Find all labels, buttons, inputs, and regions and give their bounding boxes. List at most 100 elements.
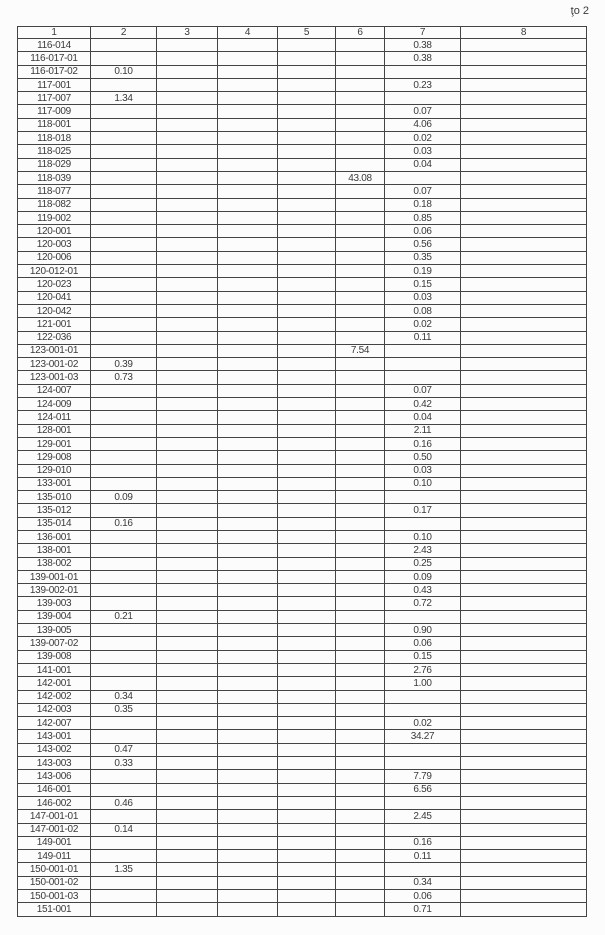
cell-col-2 [90, 649, 157, 664]
cell-col-2 [90, 782, 157, 797]
column-header-4: 4 [217, 26, 278, 39]
cell-col-8 [460, 343, 587, 359]
cell-col-2 [90, 676, 157, 691]
cell-col-4 [217, 170, 278, 186]
cell-col-1: 116-017-01 [17, 51, 91, 66]
cell-col-5 [277, 623, 336, 638]
cell-col-3 [156, 716, 218, 731]
cell-col-2 [90, 476, 157, 492]
cell-col-5 [277, 729, 336, 744]
cell-col-3 [156, 649, 218, 664]
cell-col-8 [460, 91, 587, 106]
cell-col-6 [335, 516, 385, 531]
table-row: 116-014 0.38 [17, 37, 587, 53]
cell-col-4 [217, 397, 278, 412]
cell-col-4 [217, 556, 278, 571]
cell-col-5 [277, 902, 336, 917]
cell-col-7 [384, 862, 461, 877]
cell-col-6 [335, 410, 385, 425]
cell-col-4 [217, 529, 278, 545]
cell-col-1: 117-009 [17, 104, 91, 119]
cell-col-5 [277, 556, 336, 571]
cell-col-2 [90, 596, 157, 611]
cell-col-7 [384, 609, 461, 625]
cell-col-2 [90, 131, 157, 146]
cell-col-6 [335, 569, 385, 585]
cell-col-6 [335, 888, 385, 904]
cell-col-1: 139-001-01 [17, 569, 91, 585]
cell-col-6 [335, 436, 385, 452]
cell-col-6 [335, 157, 385, 172]
cell-col-6 [335, 609, 385, 625]
cell-col-8 [460, 357, 587, 372]
cell-col-2 [90, 397, 157, 412]
cell-col-6: 43.08 [335, 170, 385, 186]
cell-col-1: 121-001 [17, 317, 91, 332]
cell-col-5 [277, 210, 336, 226]
cell-col-5 [277, 117, 336, 133]
cell-col-4 [217, 543, 278, 558]
table-row: 151-001 0.71 [17, 902, 587, 917]
cell-col-6 [335, 210, 385, 226]
column-header-7: 7 [384, 26, 461, 39]
cell-col-3 [156, 264, 218, 279]
cell-col-3 [156, 303, 218, 319]
cell-col-4 [217, 91, 278, 106]
table-row: 118-082 0.18 [17, 197, 587, 212]
cell-col-8 [460, 676, 587, 691]
cell-col-8 [460, 636, 587, 651]
cell-col-1: 118-018 [17, 131, 91, 146]
cell-col-3 [156, 529, 218, 545]
cell-col-8 [460, 689, 587, 704]
cell-col-6 [335, 529, 385, 545]
cell-col-6 [335, 277, 385, 292]
cell-col-1: 146-001 [17, 782, 91, 797]
cell-col-1: 122-036 [17, 330, 91, 345]
cell-col-5 [277, 543, 336, 558]
cell-col-8 [460, 769, 587, 784]
table-row: 124-011 0.04 [17, 410, 587, 425]
cell-col-3 [156, 397, 218, 412]
table-row: 147-001-01 2.45 [17, 809, 587, 824]
cell-col-4 [217, 197, 278, 212]
cell-col-4 [217, 609, 278, 625]
cell-col-7: 0.10 [384, 476, 461, 492]
cell-col-1: 151-001 [17, 902, 91, 917]
cell-col-2: 0.39 [90, 357, 157, 372]
cell-col-1: 135-010 [17, 490, 91, 505]
cell-col-2 [90, 330, 157, 345]
table-row: 120-023 0.15 [17, 277, 587, 292]
cell-col-8 [460, 888, 587, 904]
cell-col-4 [217, 117, 278, 133]
cell-col-4 [217, 676, 278, 691]
cell-col-3 [156, 64, 218, 79]
cell-col-4 [217, 184, 278, 199]
cell-col-2 [90, 237, 157, 252]
cell-col-1: 139-008 [17, 649, 91, 664]
cell-col-8 [460, 144, 587, 159]
cell-col-6 [335, 290, 385, 305]
cell-col-7: 0.50 [384, 450, 461, 465]
cell-col-5 [277, 490, 336, 505]
cell-col-7: 0.19 [384, 264, 461, 279]
table-row: 129-001 0.16 [17, 436, 587, 452]
cell-col-7 [384, 756, 461, 771]
cell-col-5 [277, 224, 336, 239]
cell-col-3 [156, 888, 218, 904]
cell-col-2 [90, 636, 157, 651]
cell-col-3 [156, 556, 218, 571]
cell-col-3 [156, 822, 218, 837]
cell-col-2 [90, 902, 157, 917]
cell-col-2: 0.73 [90, 370, 157, 385]
table-row: 123-001-02 0.39 [17, 357, 587, 372]
cell-col-5 [277, 157, 336, 172]
cell-col-3 [156, 157, 218, 172]
cell-col-5 [277, 197, 336, 212]
cell-col-1: 116-017-02 [17, 64, 91, 79]
cell-col-6 [335, 397, 385, 412]
cell-col-8 [460, 875, 587, 891]
cell-col-1: 135-014 [17, 516, 91, 531]
cell-col-6 [335, 184, 385, 199]
cell-col-6 [335, 649, 385, 664]
cell-col-1: 143-003 [17, 756, 91, 771]
